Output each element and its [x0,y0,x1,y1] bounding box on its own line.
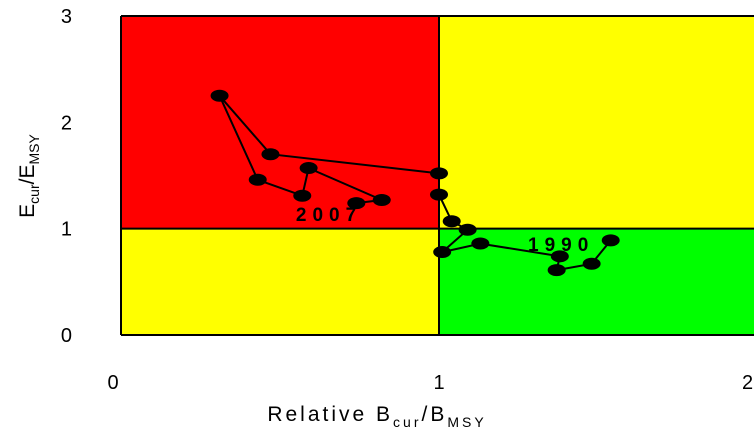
plot-frame [120,15,754,336]
data-point [261,148,280,161]
zone-top-right [439,16,754,229]
data-point [299,162,318,175]
zone-layer [121,16,754,335]
data-point [347,197,366,210]
data-point [433,246,452,259]
data-point [550,250,569,263]
y-tick-label: 2 [61,112,72,134]
annotation-label: 2007 [296,205,362,226]
data-point [293,189,312,202]
x-tick-label: 1 [433,372,444,394]
data-point [210,89,229,102]
x-tick-label: 2 [742,372,753,394]
data-point [430,188,448,201]
y-tick-label: 0 [61,325,72,347]
y-axis-title: Ecur/EMSY [16,134,42,218]
data-point [547,264,566,277]
annotation-label: 1990 [528,235,594,256]
data-point [582,257,601,270]
data-point [442,215,461,228]
x-axis-title: Relative Bcur/BMSY [267,403,486,430]
y-tick-label: 1 [61,219,72,241]
y-tick-label: 3 [61,6,72,28]
data-point [248,173,267,186]
x-tick-label: 0 [107,372,118,394]
data-point [372,193,391,206]
data-point [601,234,620,247]
series-layer [210,89,620,277]
data-point [471,237,490,250]
zone-bottom-left [121,228,439,335]
zone-top-left [121,16,439,229]
data-point [458,223,477,236]
tick-labels: 0 1 2 0 1 2 3 [61,6,753,394]
annotation-layer: 1990 2007 [296,205,594,256]
data-point [430,167,448,180]
